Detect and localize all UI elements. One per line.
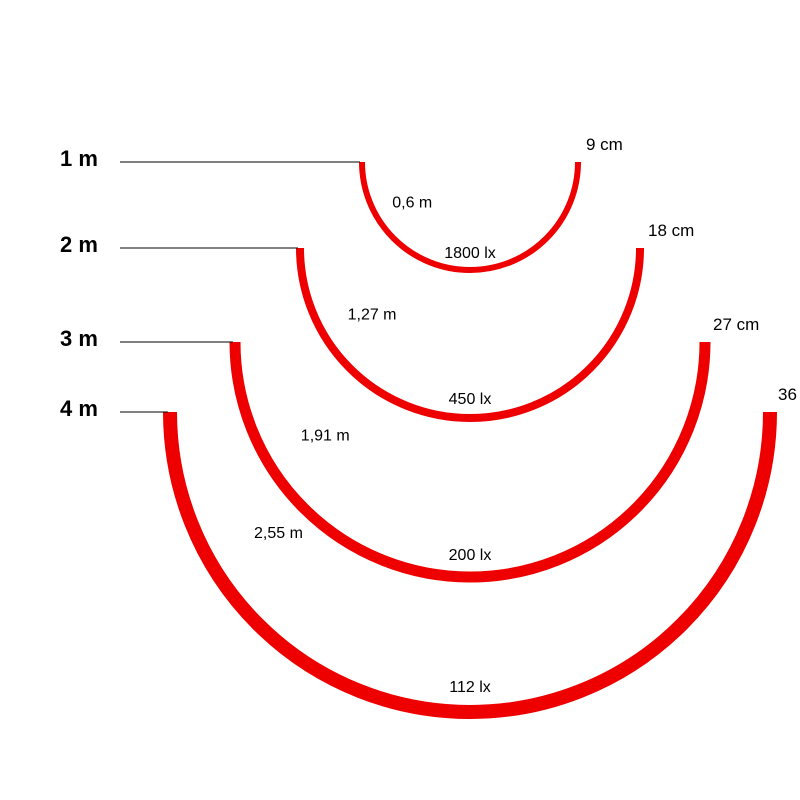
distance-label-1: 1 m: [60, 146, 98, 171]
lux-label-2: 450 lx: [449, 391, 492, 408]
distance-label-3: 3 m: [60, 326, 98, 351]
diameter-label-3: 1,91 m: [301, 428, 350, 445]
cm-label-3: 27 cm: [713, 315, 759, 334]
distance-label-4: 4 m: [60, 396, 98, 421]
diameter-label-4: 2,55 m: [254, 525, 303, 542]
lux-label-1: 1800 lx: [444, 245, 496, 262]
diameter-label-2: 1,27 m: [348, 306, 397, 323]
diameter-label-1: 0,6 m: [392, 194, 432, 211]
light-cone-arc-3: [235, 342, 705, 577]
cm-label-1: 9 cm: [586, 135, 623, 154]
lux-label-3: 200 lx: [449, 547, 492, 564]
distance-label-2: 2 m: [60, 232, 98, 257]
cm-label-2: 18 cm: [648, 221, 694, 240]
lux-label-4: 112 lx: [449, 679, 491, 696]
cm-label-4: 36 cm: [778, 385, 800, 404]
